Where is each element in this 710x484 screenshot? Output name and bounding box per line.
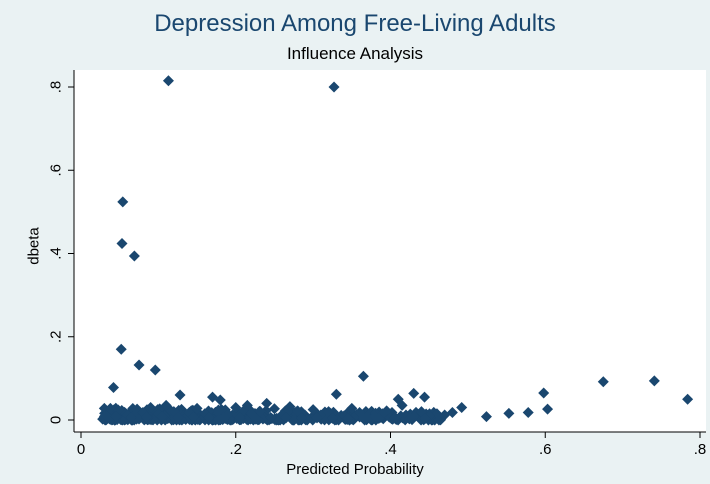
data-point [503,407,515,419]
data-point [115,343,127,355]
data-point [265,412,277,424]
x-tick-label: .4 [384,441,397,458]
data-point [388,412,400,424]
data-point [160,399,172,411]
data-point [203,412,215,424]
data-point [141,411,153,423]
data-point [357,412,369,424]
y-tick-label: .8 [48,81,65,94]
data-point-band [213,405,225,417]
data-point [538,387,550,399]
data-point [597,376,609,388]
data-point [326,412,338,424]
x-axis-label: Predicted Probability [286,461,424,478]
data-point [149,364,161,376]
data-point [110,411,122,423]
data-point [218,412,230,424]
data-point-band [254,405,266,417]
data-point [241,399,253,411]
data-point [346,402,358,414]
data-point [330,388,342,400]
data-point [261,397,273,409]
data-point [162,75,174,87]
data-point [268,403,280,415]
data-point [128,250,140,262]
y-tick-label: 0 [48,416,65,424]
data-point [116,238,128,250]
y-tick-label: .4 [48,247,65,260]
data-point [373,412,385,424]
data-point [214,394,226,406]
data-point [156,411,168,423]
data-point [107,382,119,394]
data-point [102,412,114,424]
data-point [307,404,319,416]
data-point [249,412,261,424]
data-point [456,402,468,414]
data-point [542,403,554,415]
data-point [682,393,694,405]
x-tick-label: .6 [539,441,552,458]
data-point [234,412,246,424]
data-point [311,412,323,424]
data-point [480,411,492,423]
data-point [435,413,447,425]
y-tick-label: .6 [48,164,65,177]
data-point [357,370,369,382]
data-point [104,402,116,414]
data-point-band [288,414,300,426]
data-point [396,399,408,411]
data-point [133,359,145,371]
data-point [280,412,292,424]
data-point [419,391,431,403]
data-point [174,389,186,401]
data-point [419,412,431,424]
x-tick-label: 0 [77,441,85,458]
x-tick-label: .2 [229,441,242,458]
y-tick-label: .2 [48,330,65,343]
y-axis-label: dbeta [25,227,43,265]
data-point [328,81,340,93]
data-point [191,402,203,414]
plot-area [74,70,706,432]
data-point [522,407,534,419]
data-point [408,387,420,399]
data-point [117,196,129,208]
data-point [404,412,416,424]
data-point [187,411,199,423]
data-point [284,401,296,413]
chart-title: Depression Among Free-Living Adults [154,10,556,37]
data-point [648,375,660,387]
chart-subtitle: Influence Analysis [286,44,424,63]
data-point [230,402,242,414]
data-point [292,405,304,417]
data-point [145,402,157,414]
data-point [296,412,308,424]
data-point [342,412,354,424]
data-point [172,412,184,424]
data-point [125,412,137,424]
x-tick-label: .8 [694,441,707,458]
